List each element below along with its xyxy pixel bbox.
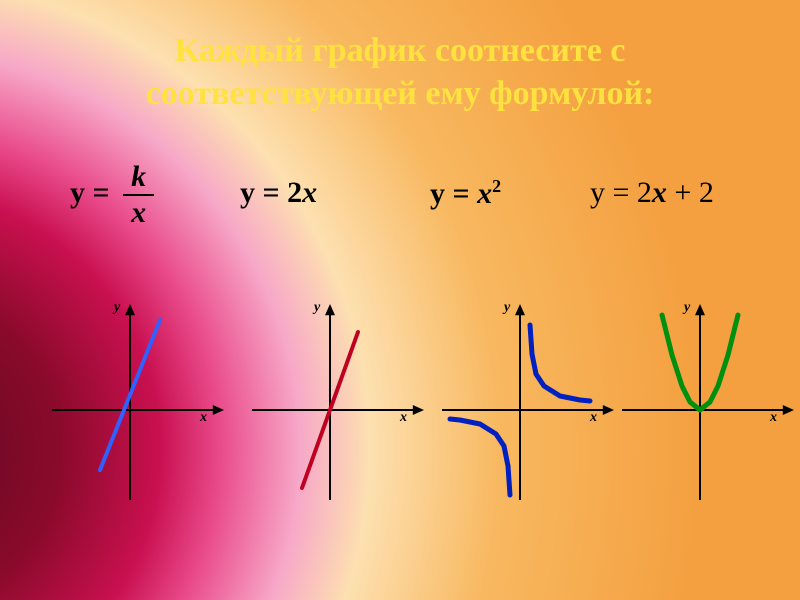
formula-1-prefix: y = xyxy=(70,176,117,209)
axis-label-x: x xyxy=(400,410,407,426)
fraction-denominator: x xyxy=(123,196,154,230)
axis-label-y: y xyxy=(684,300,690,316)
formula-2: y = 2x xyxy=(240,176,317,210)
axis-label-y: y xyxy=(504,300,510,316)
formula-3: y = x2 xyxy=(430,176,501,211)
formula-1: y = k x xyxy=(70,160,154,230)
plot-1-svg xyxy=(50,300,230,500)
plot-2-svg xyxy=(250,300,430,500)
formula-row: y = k x y = 2x y = x2 y = 2x + 2 xyxy=(0,170,800,250)
fraction: k x xyxy=(123,160,154,230)
title-line2: соответствующей ему формулой: xyxy=(146,75,655,112)
page-title: Каждый график соотнесите с соответствующ… xyxy=(50,30,750,115)
plot-row: y x y x y x y x xyxy=(0,300,800,550)
axis-label-x: x xyxy=(200,410,207,426)
fraction-numerator: k xyxy=(123,160,154,196)
plot-2: y x xyxy=(250,300,430,500)
axis-label-x: x xyxy=(770,410,777,426)
plot-1: y x xyxy=(50,300,230,500)
formula-4: y = 2x + 2 xyxy=(590,176,714,210)
axis-label-y: y xyxy=(314,300,320,316)
plot-3: y x xyxy=(440,300,620,500)
axis-label-y: y xyxy=(114,300,120,316)
plot-4: y x xyxy=(620,300,800,500)
axis-label-x: x xyxy=(590,410,597,426)
title-line1: Каждый график соотнесите с xyxy=(175,32,626,69)
plot-4-svg xyxy=(620,300,800,500)
plot-3-svg xyxy=(440,300,620,500)
